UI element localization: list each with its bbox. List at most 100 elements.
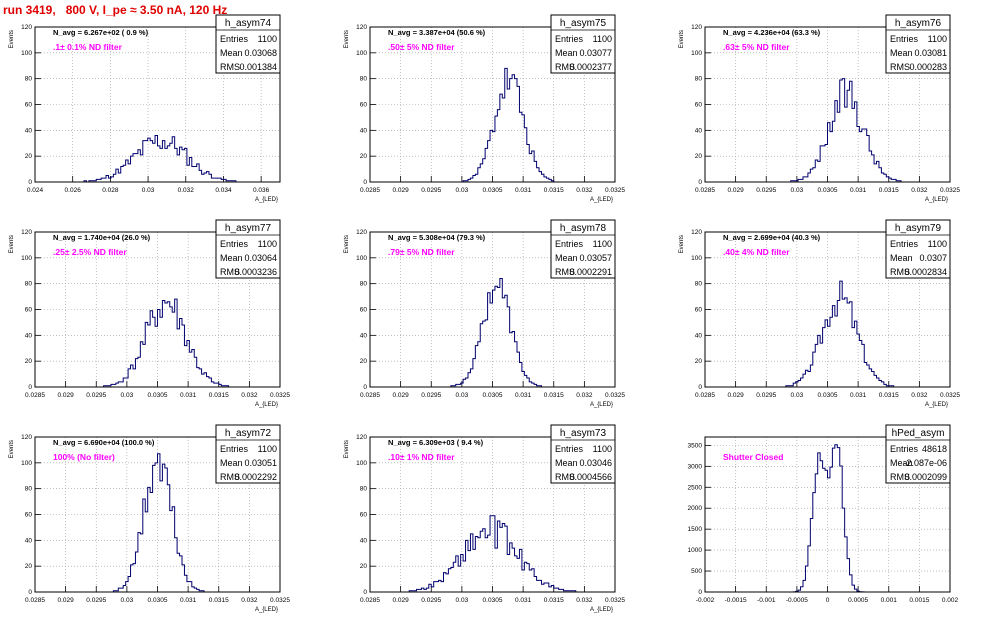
x-tick-label: -0.0005 (786, 597, 808, 604)
histogram-name: h_asym75 (560, 18, 607, 29)
y-tick-label: 40 (360, 332, 368, 339)
x-tick-label: 0.032 (178, 187, 195, 194)
stats-box (885, 14, 951, 74)
y-tick-label: 100 (21, 460, 32, 467)
x-tick-label: 0.0325 (605, 392, 625, 399)
x-tick-label: 0.0295 (421, 597, 441, 604)
y-tick-label: 1000 (688, 547, 703, 554)
histogram-name: h_asym78 (560, 223, 607, 234)
y-tick-label: 60 (25, 307, 33, 314)
n-avg-label: N_avg = 2.699e+04 (40.3 %) (723, 233, 821, 242)
histogram-bars (35, 135, 280, 183)
histogram-panel-h_asym73: 0.0285 0.029 0.0295 0.03 0.0305 0.031 0.0315 0.… (344, 424, 625, 613)
y-axis-title: Events (344, 440, 350, 458)
x-axis-title: A_{LED} (590, 197, 613, 203)
stat-value: 1100 (593, 444, 612, 454)
n-avg-label: N_avg = 5.308e+04 (79.3 %) (388, 233, 486, 242)
y-tick-label: 2500 (688, 484, 703, 491)
x-tick-label: 0.0285 (360, 187, 380, 194)
y-tick-label: 20 (360, 563, 368, 570)
x-tick-label: 0.03 (121, 392, 134, 399)
filter-label: .63± 5% ND filter (723, 42, 790, 52)
stat-value: 0.03064 (244, 253, 277, 263)
plot-frame (34, 436, 281, 593)
x-tick-label: 0.031 (180, 392, 197, 399)
x-tick-label: 0.031 (180, 597, 197, 604)
n-avg-label: N_avg = 4.236e+04 (63.3 %) (723, 28, 821, 37)
y-tick-label: 2000 (688, 505, 703, 512)
histogram-name: h_asym79 (895, 223, 942, 234)
stats-box (885, 424, 951, 484)
y-tick-label: 120 (21, 24, 32, 31)
stat-label: Entries (890, 239, 919, 249)
histogram-panel-h_asym79: 0.0285 0.029 0.0295 0.03 0.0305 0.031 0.0315 0.… (679, 219, 960, 408)
y-tick-label: 40 (360, 537, 368, 544)
y-tick-label: 0 (28, 179, 32, 186)
x-tick-label: 0.0315 (879, 187, 899, 194)
x-axis-title: A_{LED} (925, 197, 948, 203)
stat-value: 0.0002291 (569, 267, 612, 277)
stat-label: Entries (220, 34, 249, 44)
stat-value: 1100 (593, 34, 612, 44)
x-tick-label: 0.029 (392, 597, 409, 604)
x-tick-label: 0.0315 (544, 597, 564, 604)
y-tick-label: 20 (25, 153, 33, 160)
stat-label: Mean (220, 458, 243, 468)
stat-value: 1100 (928, 34, 947, 44)
filter-label: 100% (No filter) (53, 452, 115, 462)
n-avg-label: N_avg = 6.690e+04 (100.0 %) (53, 438, 155, 447)
stat-label: Entries (890, 34, 919, 44)
stat-label: Mean (220, 48, 243, 58)
x-tick-label: 0.002 (942, 597, 959, 604)
stat-label: Entries (555, 239, 584, 249)
stat-value: 0.03057 (579, 253, 612, 263)
x-tick-label: -0.001 (757, 597, 776, 604)
histogram-name: h_asym77 (225, 223, 272, 234)
stats-box (550, 219, 616, 279)
y-tick-label: 80 (695, 281, 703, 288)
filter-label: .25± 2.5% ND filter (53, 247, 127, 257)
x-tick-label: 0.0305 (483, 597, 503, 604)
x-tick-label: 0.032 (911, 187, 928, 194)
histogram-name: h_asym74 (225, 18, 272, 29)
x-tick-label: 0.031 (515, 392, 532, 399)
filter-label: .10± 1% ND filter (388, 452, 455, 462)
x-tick-label: 0.034 (215, 187, 232, 194)
plot-frame (369, 231, 616, 388)
y-tick-label: 120 (356, 229, 367, 236)
stats-box (215, 424, 281, 484)
stat-value: 48618 (922, 444, 947, 454)
x-tick-label: 0.03 (121, 597, 134, 604)
x-tick-label: 0.031 (515, 187, 532, 194)
y-tick-label: 80 (360, 486, 368, 493)
stat-label: RMS (890, 472, 910, 482)
stat-label: Entries (220, 444, 249, 454)
plot-frame (704, 436, 951, 593)
x-tick-label: 0.0295 (86, 392, 106, 399)
y-tick-label: 80 (25, 281, 33, 288)
stats-box (215, 219, 281, 279)
stats-box (550, 424, 616, 484)
y-tick-label: 20 (360, 153, 368, 160)
stat-label: Mean (555, 458, 578, 468)
histogram-name: h_asym76 (895, 18, 942, 29)
x-tick-label: 0 (826, 597, 830, 604)
x-tick-label: -0.0015 (725, 597, 747, 604)
y-tick-label: 20 (25, 358, 33, 365)
stats-box (885, 219, 951, 279)
x-tick-label: 0.031 (850, 187, 867, 194)
y-tick-label: 0 (28, 589, 32, 596)
stat-value: 0.0004566 (569, 472, 612, 482)
n-avg-label: N_avg = 6.267e+02 ( 0.9 %) (53, 28, 149, 37)
stat-value: 1100 (258, 34, 277, 44)
x-tick-label: 0.0325 (270, 597, 290, 604)
y-tick-label: 0 (363, 179, 367, 186)
y-tick-label: 20 (25, 563, 33, 570)
y-tick-label: 40 (695, 332, 703, 339)
x-tick-label: 0.001 (881, 597, 898, 604)
y-tick-label: 40 (25, 127, 33, 134)
histogram-panel-h_asym77: 0.0285 0.029 0.0295 0.03 0.0305 0.031 0.0315 0.… (9, 219, 290, 408)
x-tick-label: 0.032 (241, 597, 258, 604)
x-tick-label: 0.029 (57, 597, 74, 604)
